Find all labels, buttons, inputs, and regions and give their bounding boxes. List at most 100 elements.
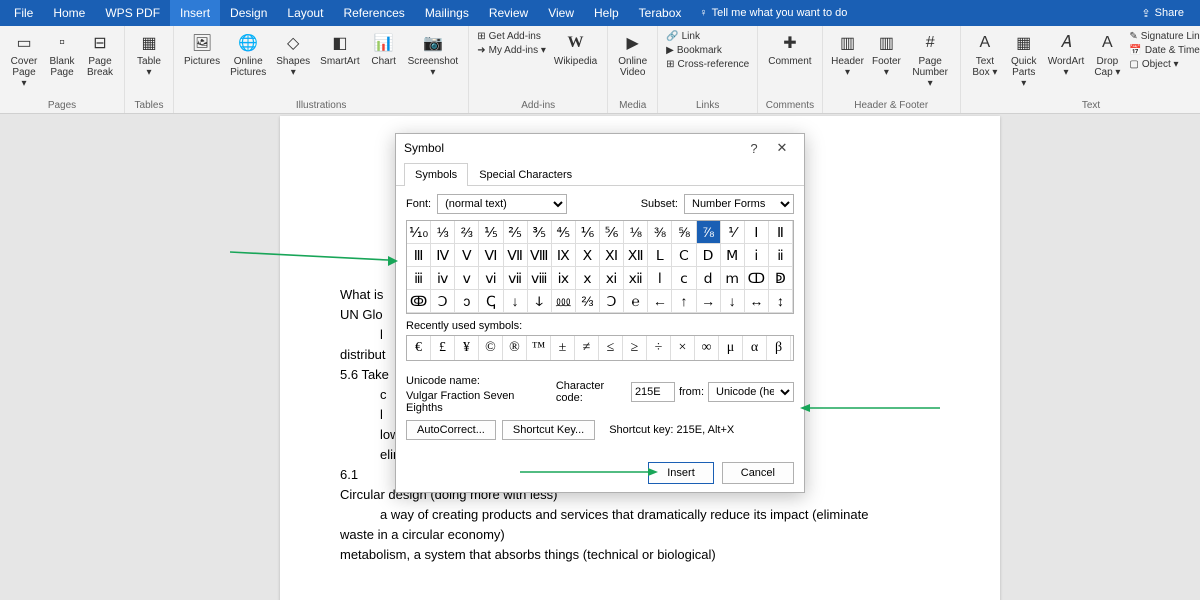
symbol-cell[interactable]: ←	[648, 290, 672, 313]
menu-view[interactable]: View	[538, 0, 584, 26]
recent-symbol-cell[interactable]: €	[407, 336, 431, 360]
symbol-cell[interactable]: ⅔	[576, 290, 600, 313]
menu-file[interactable]: File	[4, 0, 43, 26]
symbol-cell[interactable]: ⅓	[431, 221, 455, 244]
recent-symbol-cell[interactable]: β	[767, 336, 791, 360]
tab-special-characters[interactable]: Special Characters	[468, 163, 583, 186]
cross-reference-button[interactable]: ⊞Cross-reference	[664, 58, 751, 71]
symbol-cell[interactable]: ↀ	[745, 267, 769, 290]
from-select[interactable]: Unicode (hex)	[708, 382, 794, 402]
online-video-button[interactable]: ▶OnlineVideo	[614, 30, 651, 80]
symbol-cell[interactable]: Ⅱ	[769, 221, 793, 244]
menu-references[interactable]: References	[333, 0, 414, 26]
help-button[interactable]: ?	[740, 141, 768, 156]
document-line[interactable]: waste in a circular economy)	[340, 526, 940, 544]
symbol-cell[interactable]: ⅵ	[479, 267, 503, 290]
symbol-cell[interactable]: Ⅴ	[455, 244, 479, 267]
my-addins-button[interactable]: ➜My Add-ins ▾	[475, 44, 548, 57]
menu-layout[interactable]: Layout	[277, 0, 333, 26]
symbol-cell[interactable]: ⅕	[479, 221, 503, 244]
symbol-cell[interactable]: ⅷ	[528, 267, 552, 290]
recent-symbol-cell[interactable]: ±	[551, 336, 575, 360]
symbol-grid[interactable]: ⅒⅓⅔⅕⅖⅗⅘⅙⅚⅛⅜⅝⅞⅟ⅠⅡⅢⅣⅤⅥⅦⅧⅨⅩⅪⅫⅬⅭⅮⅯⅰⅱⅲⅳⅴⅵⅶⅷⅸⅹ…	[406, 220, 794, 314]
symbol-cell[interactable]: Ⅷ	[528, 244, 552, 267]
symbol-cell[interactable]: Ⅻ	[624, 244, 648, 267]
date-time-button[interactable]: 📅Date & Time	[1127, 44, 1200, 57]
wordart-button[interactable]: 𝐴WordArt▾	[1045, 30, 1088, 91]
cover-page-button[interactable]: ▭CoverPage ▾	[6, 30, 42, 91]
insert-button[interactable]: Insert	[648, 462, 714, 484]
shapes-button[interactable]: ◇Shapes▾	[272, 30, 314, 80]
header-button[interactable]: ▥Header▾	[829, 30, 867, 91]
symbol-cell[interactable]: ↅ	[479, 290, 503, 313]
recent-symbol-cell[interactable]: ∞	[695, 336, 719, 360]
symbol-cell[interactable]: →	[697, 290, 721, 313]
symbol-cell[interactable]: ↔	[745, 290, 769, 313]
symbol-cell[interactable]: ⅳ	[431, 267, 455, 290]
autocorrect-button[interactable]: AutoCorrect...	[406, 420, 496, 440]
symbol-cell[interactable]: ↕	[769, 290, 793, 313]
symbol-cell[interactable]: ↆ	[528, 290, 552, 313]
symbol-cell[interactable]: Ↄ	[600, 290, 624, 313]
symbol-cell[interactable]: Ⅸ	[552, 244, 576, 267]
recent-symbol-cell[interactable]: α	[743, 336, 767, 360]
symbol-cell[interactable]: ℮	[624, 290, 648, 313]
symbol-cell[interactable]: ⅹ	[576, 267, 600, 290]
symbol-cell[interactable]: ⅜	[648, 221, 672, 244]
recent-symbol-cell[interactable]: ≥	[623, 336, 647, 360]
symbol-cell[interactable]: ⅝	[672, 221, 696, 244]
char-code-input[interactable]	[631, 382, 675, 402]
symbol-cell[interactable]: ↄ	[455, 290, 479, 313]
symbol-cell[interactable]: ⅱ	[769, 244, 793, 267]
symbol-cell[interactable]: ⅔	[455, 221, 479, 244]
symbol-cell[interactable]: ⅗	[528, 221, 552, 244]
menu-insert[interactable]: Insert	[170, 0, 220, 26]
recent-symbol-cell[interactable]: ≤	[599, 336, 623, 360]
wikipedia-button[interactable]: WWikipedia	[550, 30, 601, 69]
menu-review[interactable]: Review	[479, 0, 538, 26]
screenshot-button[interactable]: 📷Screenshot▾	[404, 30, 463, 80]
symbol-cell[interactable]: ⅴ	[455, 267, 479, 290]
symbol-cell[interactable]: ⅽ	[672, 267, 696, 290]
smartart-button[interactable]: ◧SmartArt	[316, 30, 363, 80]
symbol-cell[interactable]: ⅞	[697, 221, 721, 244]
tell-me[interactable]: Tell me what you want to do	[712, 7, 848, 19]
symbol-cell[interactable]: ↁ	[769, 267, 793, 290]
symbol-cell[interactable]: ⅒	[407, 221, 431, 244]
symbol-cell[interactable]: ↑	[672, 290, 696, 313]
footer-button[interactable]: ▥Footer▾	[868, 30, 904, 91]
symbol-cell[interactable]: ⅛	[624, 221, 648, 244]
menu-mailings[interactable]: Mailings	[415, 0, 479, 26]
signature-line-button[interactable]: ✎Signature Line ▾	[1127, 30, 1200, 43]
tab-symbols[interactable]: Symbols	[404, 163, 468, 186]
symbol-cell[interactable]: Ⅽ	[672, 244, 696, 267]
symbol-cell[interactable]: Ⅾ	[697, 244, 721, 267]
symbol-cell[interactable]: Ⅲ	[407, 244, 431, 267]
symbol-cell[interactable]: ⅾ	[697, 267, 721, 290]
recent-symbol-cell[interactable]: ¥	[455, 336, 479, 360]
table-button[interactable]: ▦Table▾	[131, 30, 167, 80]
blank-page-button[interactable]: ▫BlankPage	[44, 30, 80, 91]
recent-symbol-cell[interactable]: μ	[719, 336, 743, 360]
online-pictures-button[interactable]: 🌐OnlinePictures	[226, 30, 270, 80]
share-button[interactable]: Share	[1155, 7, 1184, 19]
recent-symbol-cell[interactable]: ×	[671, 336, 695, 360]
symbol-cell[interactable]: ⅼ	[648, 267, 672, 290]
symbol-cell[interactable]: ⅚	[600, 221, 624, 244]
bookmark-button[interactable]: ▶Bookmark	[664, 44, 751, 57]
symbol-cell[interactable]: ↂ	[407, 290, 431, 313]
symbol-cell[interactable]: Ⅹ	[576, 244, 600, 267]
menu-wps-pdf[interactable]: WPS PDF	[95, 0, 170, 26]
comment-button[interactable]: ✚Comment	[764, 30, 815, 69]
cancel-button[interactable]: Cancel	[722, 462, 794, 484]
object-button[interactable]: ▢Object ▾	[1127, 58, 1200, 71]
close-button[interactable]: ✕	[768, 140, 796, 156]
symbol-cell[interactable]: ⅿ	[721, 267, 745, 290]
symbol-cell[interactable]: ⅺ	[600, 267, 624, 290]
symbol-cell[interactable]: ↓	[721, 290, 745, 313]
symbol-cell[interactable]: ⅶ	[504, 267, 528, 290]
recent-symbol-cell[interactable]: ©	[479, 336, 503, 360]
symbol-cell[interactable]: Ⅵ	[479, 244, 503, 267]
symbol-cell[interactable]: ⅰ	[745, 244, 769, 267]
symbol-cell[interactable]: Ⅼ	[648, 244, 672, 267]
